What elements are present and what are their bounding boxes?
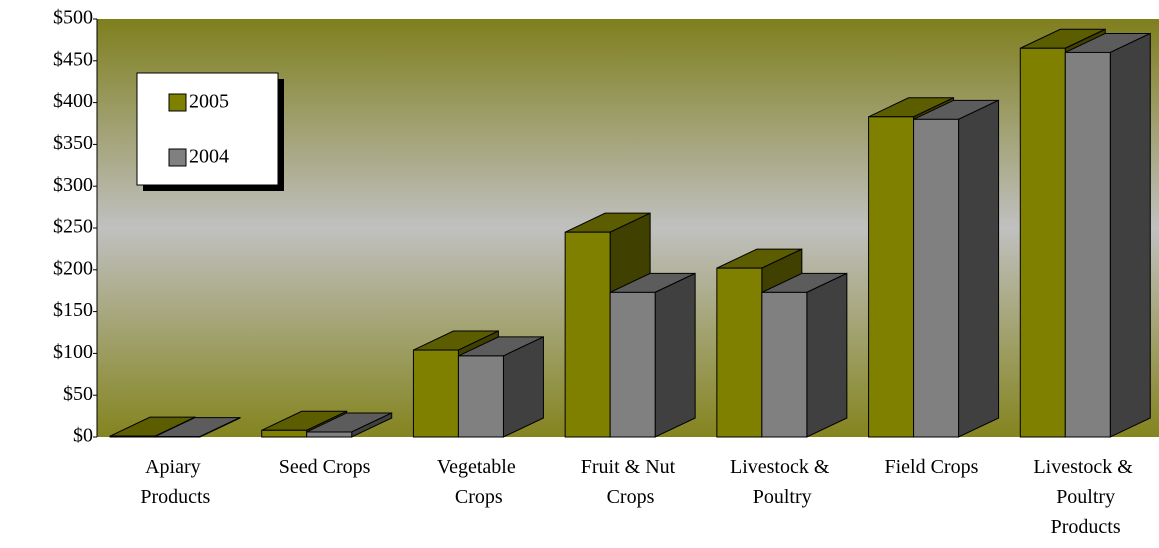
bar [1064, 51, 1111, 438]
bar [261, 429, 308, 438]
x-tick-line: Poultry [1051, 486, 1115, 508]
y-tick-label: $500 [53, 7, 93, 29]
bar [868, 116, 915, 438]
bar [913, 118, 960, 438]
x-tick-line: Products [1046, 516, 1121, 538]
bar [1019, 47, 1066, 438]
y-tick-label: $200 [53, 257, 93, 279]
y-tick-label: $100 [53, 341, 93, 363]
x-tick-line: Poultry [748, 486, 812, 508]
bar [609, 291, 656, 438]
x-tick-label: Field Crops [884, 456, 978, 478]
y-tick-label: $450 [53, 48, 93, 70]
x-tick-line: Seed Crops [279, 456, 371, 478]
x-tick-label: Fruit & Nut Crops [581, 456, 676, 508]
bar [761, 291, 808, 438]
y-tick-label: $400 [53, 90, 93, 112]
bar-side [806, 272, 848, 438]
x-tick-label: Livestock & Poultry Products [1033, 456, 1133, 538]
x-tick-line: Vegetable [437, 456, 516, 478]
bar [564, 231, 611, 438]
y-tick-label: $300 [53, 174, 93, 196]
bar [109, 435, 156, 438]
x-tick-label: Livestock & Poultry [730, 456, 830, 508]
x-tick-label: Apiary Products [135, 456, 210, 508]
y-tick-label: $0 [73, 425, 93, 447]
legend-label: 2004 [189, 146, 229, 168]
x-tick-line: Crops [602, 486, 655, 508]
x-tick-line: Livestock & [1033, 456, 1133, 478]
x-tick-line: Field Crops [884, 456, 978, 478]
y-tick-label: $50 [63, 383, 93, 405]
bar [306, 431, 353, 438]
x-tick-label: Seed Crops [279, 456, 371, 478]
bar-side [1109, 32, 1151, 438]
bar [716, 267, 763, 438]
bar-side [654, 272, 696, 438]
y-tick-label: $250 [53, 216, 93, 238]
x-tick-line: Crops [450, 486, 503, 508]
bar [457, 355, 504, 438]
x-tick-line: Products [135, 486, 210, 508]
y-tick-label: $150 [53, 299, 93, 321]
legend-label: 2005 [189, 91, 229, 113]
bar-side [958, 99, 1000, 438]
legend-swatch [168, 93, 187, 112]
x-tick-label: Vegetable Crops [437, 456, 516, 508]
y-tick-label: $350 [53, 132, 93, 154]
legend [136, 72, 279, 186]
x-tick-line: Livestock & [730, 456, 830, 478]
legend-swatch [168, 148, 187, 167]
x-tick-line: Fruit & Nut [581, 456, 676, 478]
x-tick-line: Apiary [145, 456, 201, 478]
bar [412, 349, 459, 438]
